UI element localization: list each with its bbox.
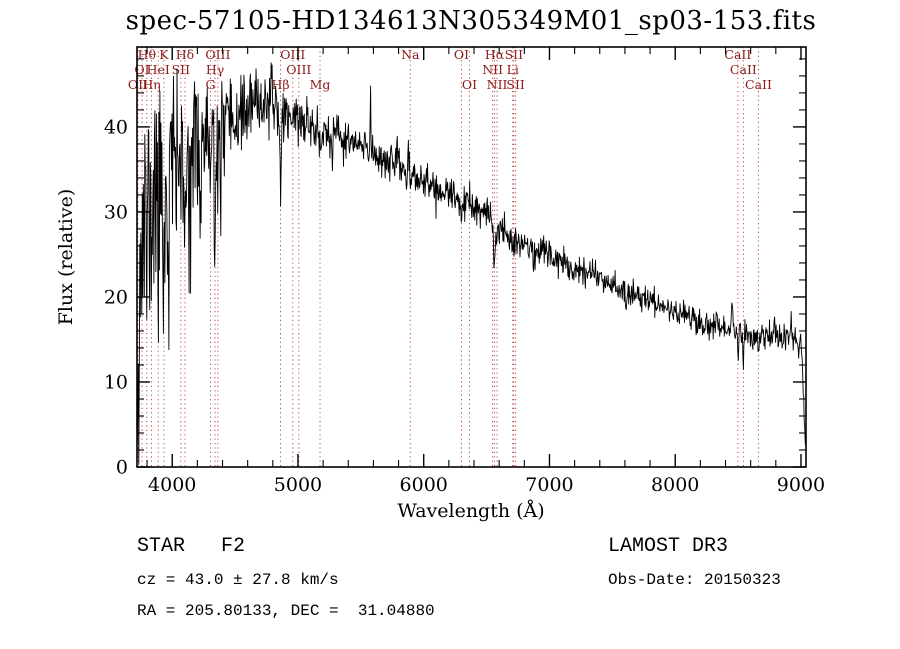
spectral-line-label: SII xyxy=(505,47,524,62)
object-class-text: STAR F2 xyxy=(137,535,246,558)
spectral-line-label: Na xyxy=(401,47,420,62)
y-tick-label: 40 xyxy=(104,116,128,138)
y-tick-label: 10 xyxy=(104,371,128,393)
spectral-line-label: CaII xyxy=(745,77,772,92)
spectral-line-label: Hθ xyxy=(138,47,156,62)
spectral-line-label: CaII xyxy=(724,47,751,62)
y-axis-label: Flux (relative) xyxy=(55,188,77,326)
spectral-line-label: OIII xyxy=(286,62,311,77)
spectral-line-label: Li xyxy=(507,62,519,77)
spectral-line-label: Hδ xyxy=(176,47,194,62)
x-tick-label: 6000 xyxy=(400,474,448,496)
spectral-line-label: NII xyxy=(482,62,503,77)
spectral-line-label: NII xyxy=(487,77,508,92)
y-tick-label: 20 xyxy=(104,286,128,308)
y-tick-label: 0 xyxy=(116,457,128,479)
spectral-line-label: SII xyxy=(506,77,525,92)
spectral-line-label: Hη xyxy=(142,77,160,92)
spectral-line-label: Mg xyxy=(310,77,331,92)
spectral-line-label: K xyxy=(159,47,169,62)
x-axis-label: Wavelength (Å) xyxy=(397,500,545,522)
spectral-line-label: G xyxy=(205,77,215,92)
x-tick-label: 5000 xyxy=(274,474,322,496)
spectral-line-label: SII xyxy=(172,62,191,77)
x-tick-label: 4000 xyxy=(148,474,196,496)
survey-release-text: LAMOST DR3 xyxy=(608,535,729,558)
plot-frame xyxy=(136,46,807,468)
y-tick-label: 30 xyxy=(104,201,128,223)
plot-title: spec-57105-HD134613N305349M01_sp03-153.f… xyxy=(125,6,817,36)
spectral-line-label: OII xyxy=(128,77,148,92)
spectral-line-label: OIII xyxy=(205,47,230,62)
radial-velocity-text: cz = 43.0 ± 27.8 km/s xyxy=(137,571,339,589)
spectral-line-label: Hβ xyxy=(271,77,289,92)
x-tick-label: 7000 xyxy=(525,474,573,496)
x-tick-label: 8000 xyxy=(651,474,699,496)
spectral-line-label: CaII xyxy=(730,62,757,77)
spectral-line-label: OIII xyxy=(280,47,305,62)
spectral-line-label: Hγ xyxy=(206,62,224,77)
spectral-line-label: OI xyxy=(454,47,469,62)
spectrum-trace xyxy=(136,62,807,465)
spectral-line-label: OI xyxy=(462,77,477,92)
coordinates-text: RA = 205.80133, DEC = 31.04880 xyxy=(137,602,435,620)
spectral-line-label: Hα xyxy=(485,47,505,62)
x-tick-label: 9000 xyxy=(777,474,825,496)
spectral-line-label: HeI xyxy=(147,62,170,77)
obs-date-text: Obs-Date: 20150323 xyxy=(608,571,781,589)
